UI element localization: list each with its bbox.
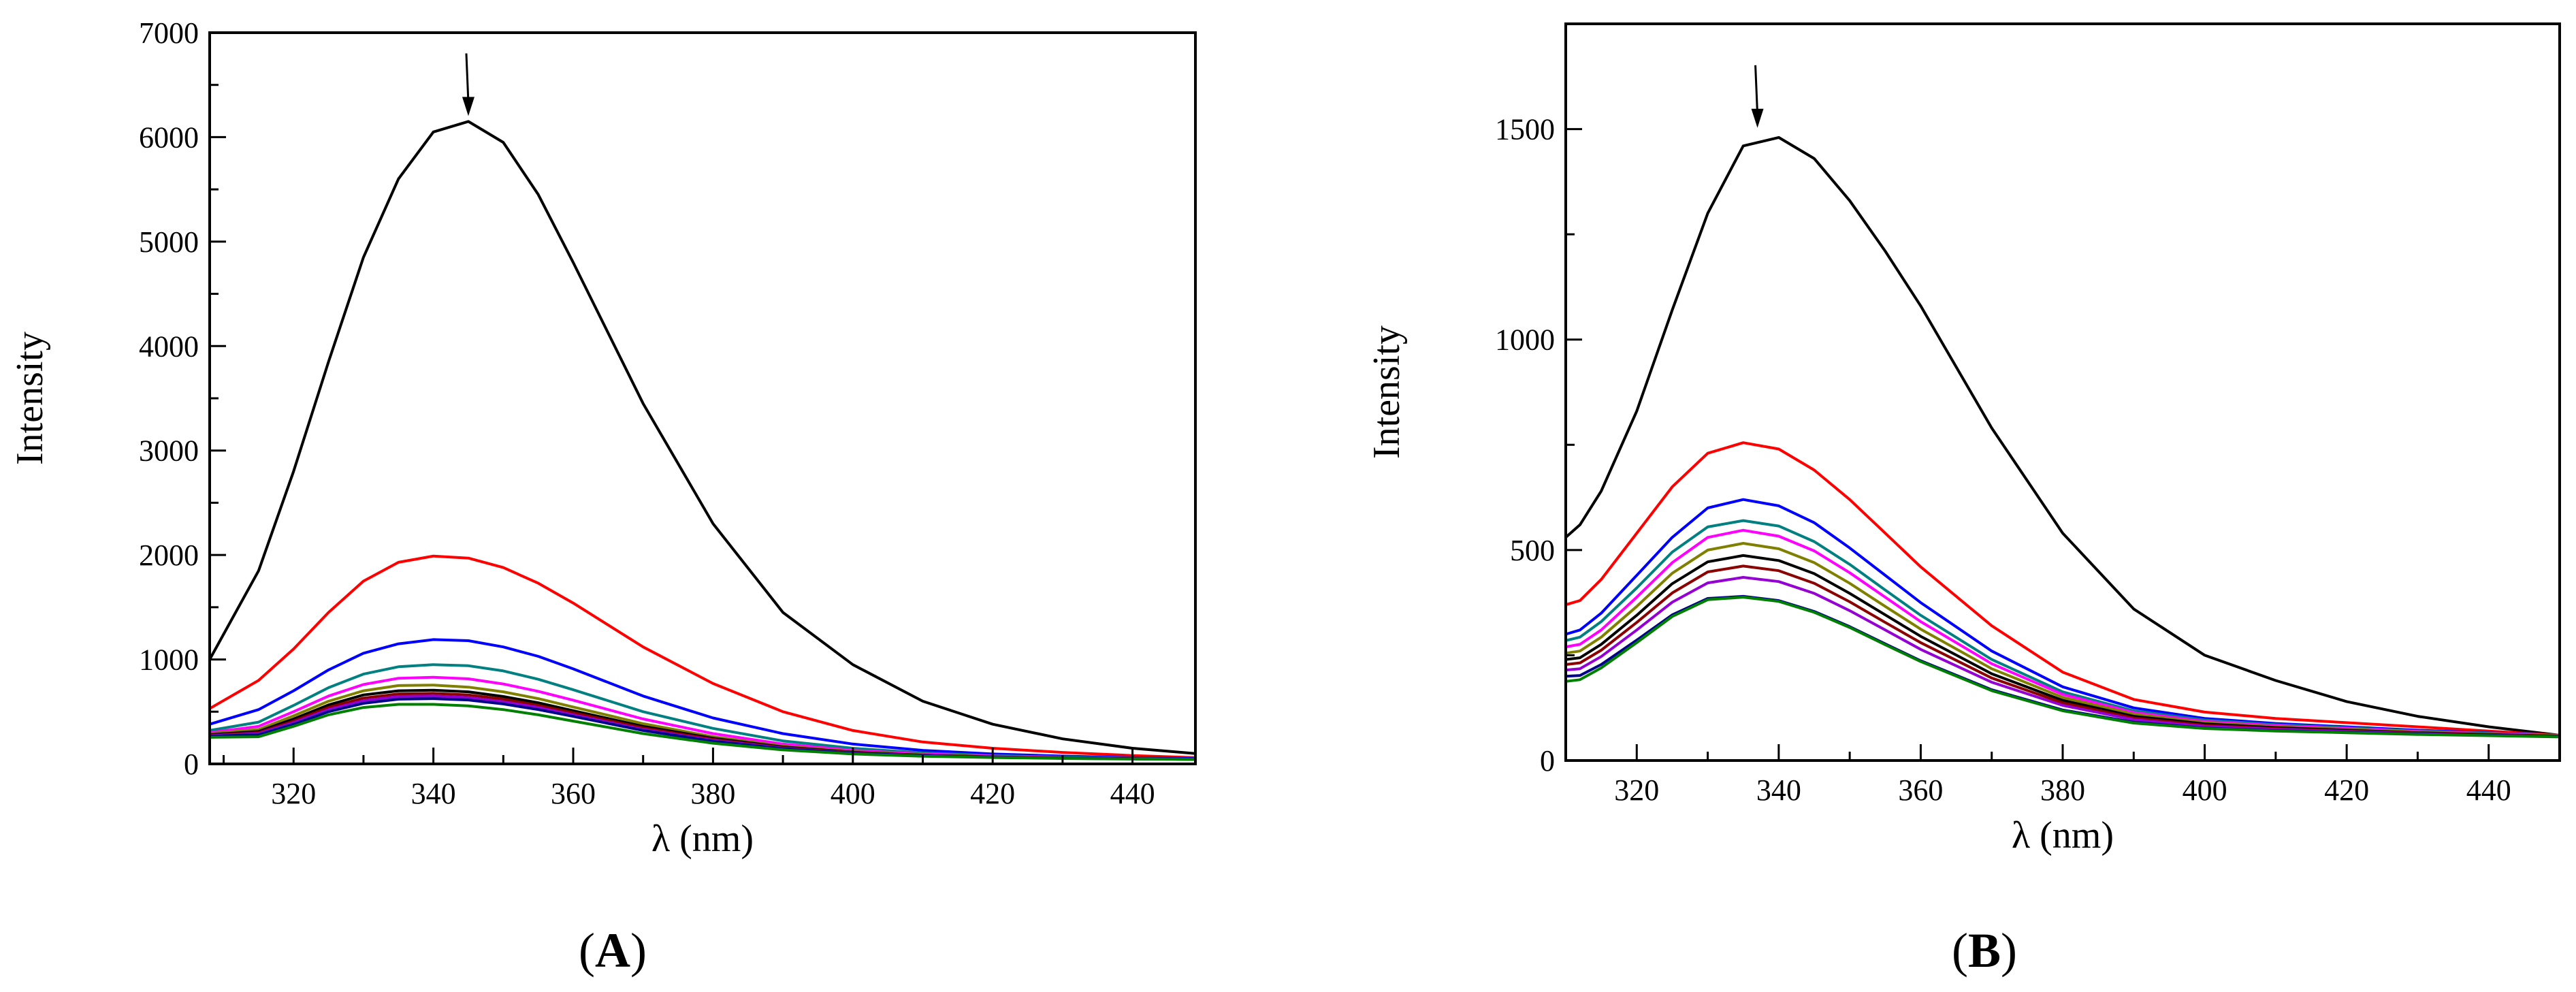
panel-a-x-tick-label-380: 380 bbox=[690, 777, 735, 810]
panel-b-x-tick-label-400: 400 bbox=[2183, 773, 2227, 807]
panel-b-y-tick-label-0: 0 bbox=[1540, 744, 1555, 778]
panel-a-y-tick-label-1000: 1000 bbox=[139, 643, 199, 677]
panel-a-series-line-2 bbox=[208, 554, 1197, 759]
panel-b-y-tick-label-1500: 1500 bbox=[1495, 113, 1555, 146]
panel-a-x-tick-label-420: 420 bbox=[970, 777, 1015, 810]
panel-b-y-axis-title: Intensity bbox=[1366, 325, 1408, 459]
panel-b-label: (B) bbox=[1952, 923, 2017, 978]
panel-b-x-tick-label-440: 440 bbox=[2466, 773, 2511, 807]
panel-b-y-tick-label-500: 500 bbox=[1510, 534, 1555, 567]
panel-b-series-line-9 bbox=[1564, 576, 2561, 738]
panel-b-x-tick-label-380: 380 bbox=[2040, 773, 2085, 807]
panel-a-series-line-3 bbox=[208, 638, 1197, 761]
panel-a-x-tick-label-340: 340 bbox=[411, 777, 456, 810]
panel-b-x-tick-label-360: 360 bbox=[1898, 773, 1943, 807]
panel-a-peak-arrow bbox=[462, 53, 474, 116]
panel-a-y-tick-label-0: 0 bbox=[184, 748, 199, 781]
panel-a-x-tick-label-400: 400 bbox=[831, 777, 875, 810]
panel-b-plot-frame bbox=[1564, 22, 2561, 762]
panel-b-series-line-1 bbox=[1564, 135, 2561, 737]
panel-a-series-line-11 bbox=[208, 703, 1197, 761]
panel-b-series-line-11 bbox=[1564, 596, 2561, 739]
panel-a-plot-frame bbox=[208, 31, 1197, 765]
panel-a-x-tick-label-440: 440 bbox=[1110, 777, 1155, 810]
panel-a-x-tick-label-360: 360 bbox=[551, 777, 596, 810]
panel-a-x-tick-label-320: 320 bbox=[271, 777, 316, 810]
panel-a-y-tick-label-3000: 3000 bbox=[139, 434, 199, 468]
panel-b-x-tick-label-420: 420 bbox=[2324, 773, 2369, 807]
panel-b-chart: 320 340 360 380 400 420 440 0 500 1000 1500 λ (nm) I… bbox=[1366, 22, 2561, 857]
panel-a-label: (A) bbox=[579, 923, 647, 978]
panel-a-x-axis-title: λ (nm) bbox=[651, 818, 754, 860]
panel-b-y-tick-label-1000: 1000 bbox=[1495, 323, 1555, 357]
panel-b-x-tick-label-340: 340 bbox=[1756, 773, 1801, 807]
panel-a-chart: 320 340 360 380 400 420 440 0 1000 2000 3000 4000 50… bbox=[9, 16, 1197, 860]
panel-b-series-line-2 bbox=[1564, 441, 2561, 737]
panel-a-y-tick-label-5000: 5000 bbox=[139, 225, 199, 259]
panel-a-y-tick-label-2000: 2000 bbox=[139, 539, 199, 572]
panel-a-y-tick-label-7000: 7000 bbox=[139, 16, 199, 50]
panel-a-y-tick-label-6000: 6000 bbox=[139, 121, 199, 154]
panel-b-x-axis-title: λ (nm) bbox=[2012, 814, 2114, 857]
panel-a-y-axis-title: Intensity bbox=[9, 332, 51, 465]
panel-a-series-line-5 bbox=[208, 675, 1197, 761]
panel-b-series-line-6 bbox=[1564, 542, 2561, 737]
panel-a-y-tick-label-4000: 4000 bbox=[139, 330, 199, 363]
panel-b-x-tick-label-320: 320 bbox=[1614, 773, 1659, 807]
panel-b-peak-arrow bbox=[1751, 65, 1764, 128]
panel-a-series-line-1 bbox=[208, 120, 1197, 755]
